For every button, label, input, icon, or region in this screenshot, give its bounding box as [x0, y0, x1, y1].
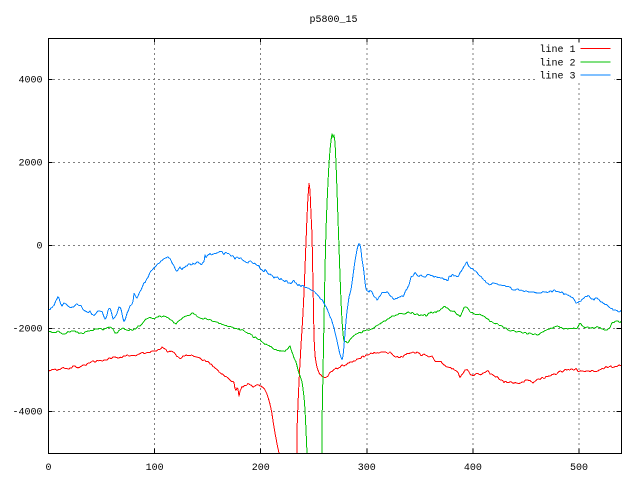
svg-text:100: 100 — [146, 463, 164, 474]
svg-text:0: 0 — [36, 242, 42, 253]
svg-text:300: 300 — [358, 463, 376, 474]
svg-text:-2000: -2000 — [12, 325, 42, 336]
svg-text:line 1: line 1 — [539, 44, 575, 56]
svg-text:200: 200 — [252, 463, 270, 474]
svg-text:line 2: line 2 — [539, 57, 575, 69]
svg-text:2000: 2000 — [18, 159, 42, 170]
svg-text:-4000: -4000 — [12, 408, 42, 419]
svg-text:4000: 4000 — [18, 76, 42, 87]
svg-text:400: 400 — [464, 463, 482, 474]
svg-text:p5800_15: p5800_15 — [309, 15, 357, 26]
svg-text:500: 500 — [570, 463, 588, 474]
svg-text:0: 0 — [45, 463, 51, 474]
svg-text:line 3: line 3 — [539, 71, 575, 83]
